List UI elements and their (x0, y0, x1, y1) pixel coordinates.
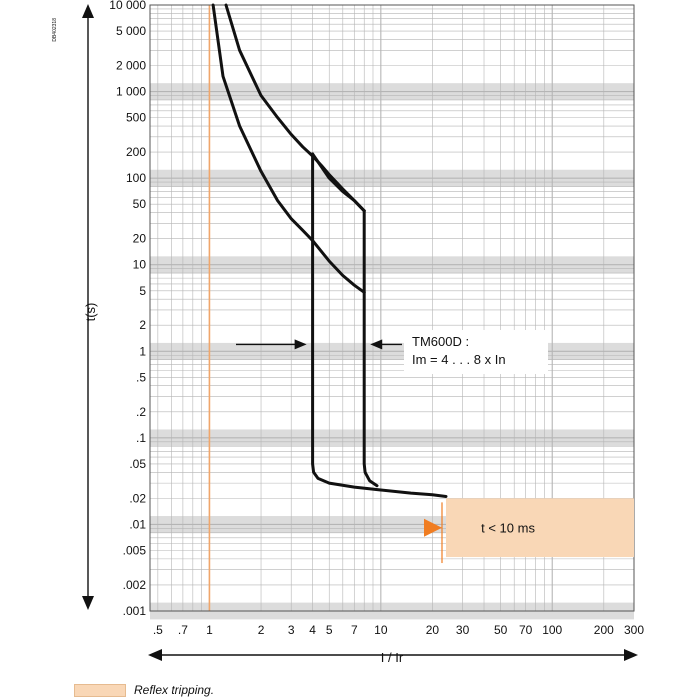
y-tick-label: 5 000 (116, 24, 146, 38)
x-tick-label: .7 (178, 623, 188, 637)
curve-series (211, 3, 448, 498)
x-tick-label: 2 (258, 623, 265, 637)
y-tick-label: 1 000 (116, 85, 146, 99)
y-tick-label: .005 (123, 543, 147, 557)
annotations: TM600D : Im = 4 . . . 8 x In (236, 330, 548, 374)
reflex-label: t < 10 ms (481, 521, 535, 536)
y-tick-label: .05 (129, 457, 146, 471)
x-axis-arrow-left (148, 649, 162, 661)
y-axis-label: t(s) (83, 303, 98, 322)
y-tick-label: 1 (139, 344, 146, 358)
y-tick-label: 2 000 (116, 59, 146, 73)
reflex-zone: t < 10 ms (423, 498, 634, 564)
y-axis-arrow-up (82, 4, 94, 18)
x-tick-label: 200 (594, 623, 614, 637)
trip-curve (311, 239, 366, 294)
arrow-right-head (370, 339, 383, 350)
y-tick-label: 2 (139, 318, 146, 332)
x-tick-label: 5 (326, 623, 333, 637)
side-code: DB402318 (52, 18, 58, 42)
x-tick-labels: .5 .7 1 2 3 4 5 7 10 20 30 50 70 100 200 300 (153, 623, 644, 637)
trip-curve (224, 3, 366, 213)
x-axis-arrow-right (624, 649, 638, 661)
x-axis-label: I / Ir (381, 650, 404, 665)
x-tick-label: 300 (624, 623, 644, 637)
x-tick-label: 1 (206, 623, 213, 637)
x-tick-label: 30 (456, 623, 470, 637)
legend-label: Reflex tripping. (134, 683, 215, 697)
plot-frame (149, 4, 635, 612)
trip-curve (311, 152, 366, 213)
y-tick-label: 200 (126, 145, 146, 159)
x-tick-label: 4 (309, 623, 316, 637)
y-tick-label: 5 (139, 284, 146, 298)
reflex-rect (445, 498, 634, 558)
reflex-arrow (423, 518, 442, 537)
y-tick-label: 500 (126, 111, 146, 125)
y-tick-label: .1 (136, 431, 146, 445)
legend: Reflex tripping. (74, 680, 214, 700)
y-tick-label: 20 (133, 232, 147, 246)
y-axis-arrow-down (82, 596, 94, 610)
axis-arrows (82, 4, 638, 661)
trip-curve (211, 3, 315, 243)
x-tick-label: 100 (542, 623, 562, 637)
x-tick-label: 20 (426, 623, 440, 637)
trip-curve (362, 209, 379, 488)
y-tick-labels: 10 000 5 000 2 000 1 000 500 200 100 50 20 10 5 2 1.… (109, 0, 146, 618)
annotation-line: Im = 4 . . . 8 x In (412, 352, 506, 367)
y-tick-label: 10 000 (109, 0, 146, 12)
y-tick-label: .5 (136, 370, 146, 384)
x-tick-label: 70 (519, 623, 533, 637)
y-tick-label: .02 (129, 491, 146, 505)
y-tick-label: .2 (136, 405, 146, 419)
y-tick-label: 100 (126, 171, 146, 185)
y-tick-label: .01 (129, 517, 146, 531)
arrow-left-head (294, 339, 307, 350)
y-tick-label: 10 (133, 258, 147, 272)
annotation-line: TM600D : (412, 334, 469, 349)
y-tick-label: .002 (123, 578, 147, 592)
annotation-box (404, 330, 548, 374)
y-tick-label: 50 (133, 197, 147, 211)
x-tick-label: 50 (494, 623, 508, 637)
legend-swatch (74, 683, 126, 697)
x-tick-label: 3 (288, 623, 295, 637)
x-tick-label: 10 (374, 623, 388, 637)
trip-curve (311, 152, 448, 498)
y-tick-label: .001 (123, 604, 147, 618)
x-tick-label: 7 (351, 623, 358, 637)
x-tick-label: .5 (153, 623, 163, 637)
